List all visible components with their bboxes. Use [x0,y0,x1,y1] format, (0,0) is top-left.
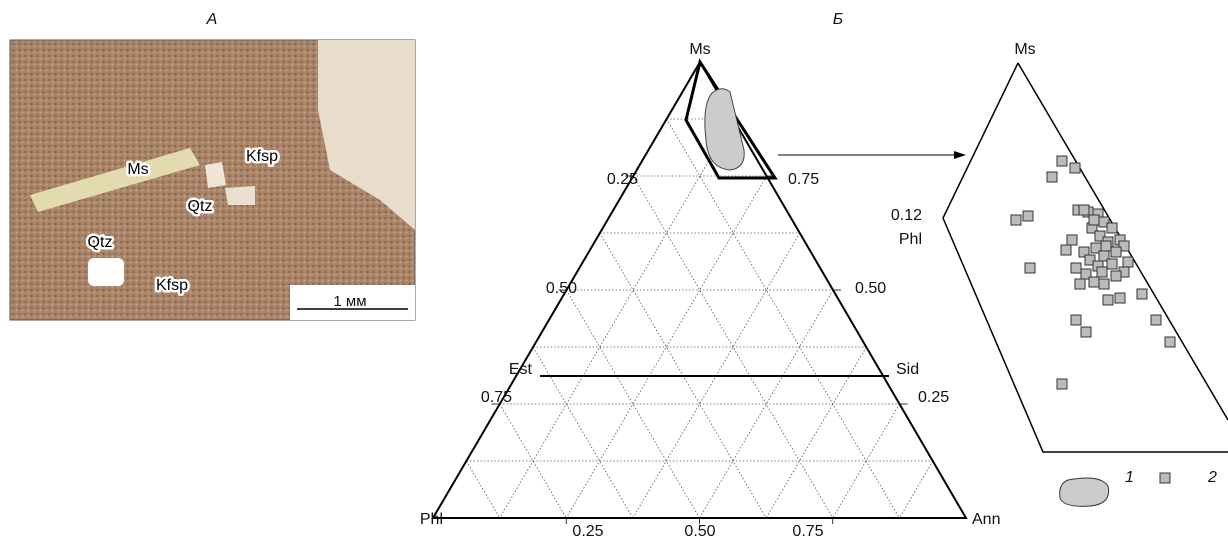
legend-square [1159,472,1171,484]
field [704,88,745,171]
point [1066,234,1078,246]
point [1074,278,1086,290]
panel-label: Б [833,11,843,28]
point [1084,254,1096,266]
point [1122,256,1134,268]
grid-line [899,460,934,519]
mineral-label: Qtz [188,198,213,215]
point [1102,294,1114,306]
point [1078,204,1090,216]
point [1106,258,1118,270]
scale-label: 1 мм [333,293,366,310]
label: 0.75 [481,389,512,406]
label: 0.25 [572,523,603,540]
point [1060,244,1072,256]
point [1136,288,1148,300]
point [1069,162,1081,174]
point [1056,155,1068,167]
grid-line [466,460,500,519]
label: 0.50 [684,523,715,540]
point [1098,278,1110,290]
zoom-region [684,58,778,180]
grid-line [499,403,567,519]
point [1118,240,1130,252]
point [1106,222,1118,234]
label: 0.50 [855,280,886,297]
grid-line [666,118,900,519]
point [1096,266,1108,278]
point [1046,171,1058,183]
point [1078,246,1090,258]
label: Ann [972,511,1000,528]
grid-line [532,346,634,519]
arrow-head [954,151,966,159]
grid-line [832,403,900,519]
point [1080,326,1092,338]
panel-label: А [206,11,218,28]
photo [9,39,416,321]
point [1150,314,1162,326]
label: Ms [1014,41,1035,58]
point [1100,240,1112,252]
mineral-label: Kfsp [156,277,188,294]
label: Phl [420,511,443,528]
mineral-label: Qtz [88,234,113,251]
legend-field [1059,477,1110,507]
label: Sid [896,361,919,378]
label: 0.75 [788,171,819,188]
point [1070,314,1082,326]
point [1024,262,1036,274]
label: 0.75 [792,523,823,540]
point [1094,230,1106,242]
legend-label: 2 [1207,469,1217,486]
point [1088,276,1100,288]
legend-label: 1 [1125,469,1134,486]
label: 0.25 [607,171,638,188]
point [1080,268,1092,280]
point [1010,214,1022,226]
mineral-label: Ms [127,161,148,178]
point [1070,262,1082,274]
ternary-triangle [431,60,968,519]
label: Ms [689,41,710,58]
point [1114,292,1126,304]
point [1110,246,1122,258]
point [1110,270,1122,282]
point [1164,336,1176,348]
label: 0.50 [546,280,577,297]
label: Est [509,361,533,378]
grid-line [499,118,734,519]
mineral-label: Kfsp [246,148,278,165]
point [1088,214,1100,226]
label: 0.12 [891,207,922,224]
label: 0.25 [918,389,949,406]
label: Phl [899,231,922,248]
grid-line [765,346,867,519]
point [1056,378,1068,390]
point [1022,210,1034,222]
